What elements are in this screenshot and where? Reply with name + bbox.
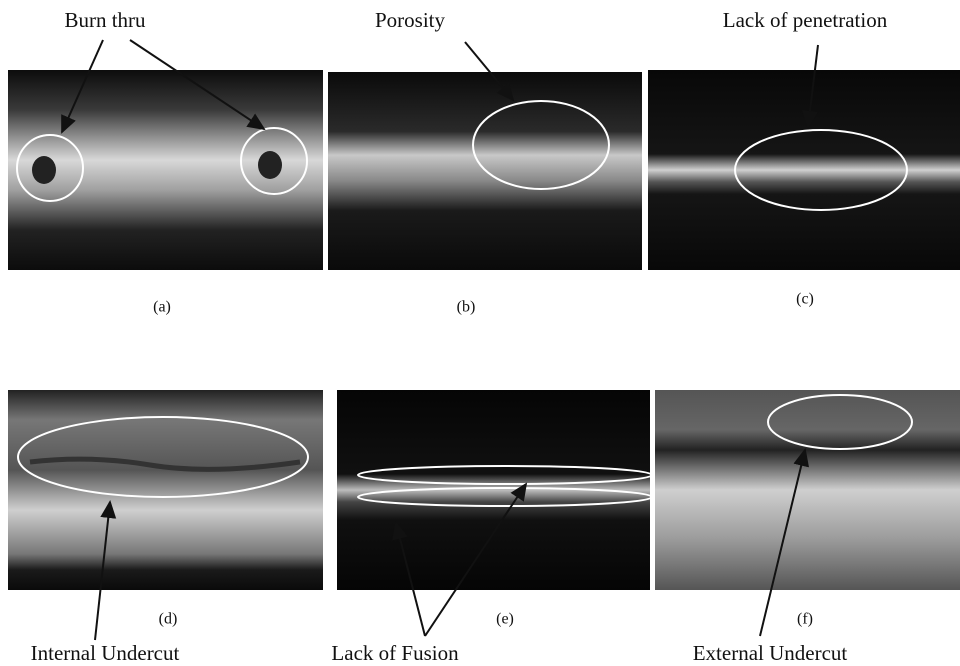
radiograph [8, 390, 323, 590]
annotation: Burn thru [64, 8, 146, 32]
annotation: Lack of penetration [723, 8, 888, 32]
panel-label: (e) [496, 611, 514, 628]
annotation: Porosity [375, 8, 446, 32]
panel-label: (f) [797, 611, 813, 628]
annotation: External Undercut [693, 641, 848, 665]
panel-label: (c) [796, 291, 814, 308]
radiograph [648, 70, 960, 270]
radiograph [655, 390, 960, 590]
defect [258, 151, 282, 179]
defect [32, 156, 56, 184]
annotation: Lack of Fusion [331, 641, 459, 665]
annotation: Internal Undercut [31, 641, 180, 665]
panel-label: (b) [457, 299, 476, 316]
figure: Burn thru (a) Porosity (b) Lack of penet… [0, 0, 960, 666]
panel-label: (d) [159, 611, 178, 628]
panel-label: (a) [153, 299, 171, 316]
